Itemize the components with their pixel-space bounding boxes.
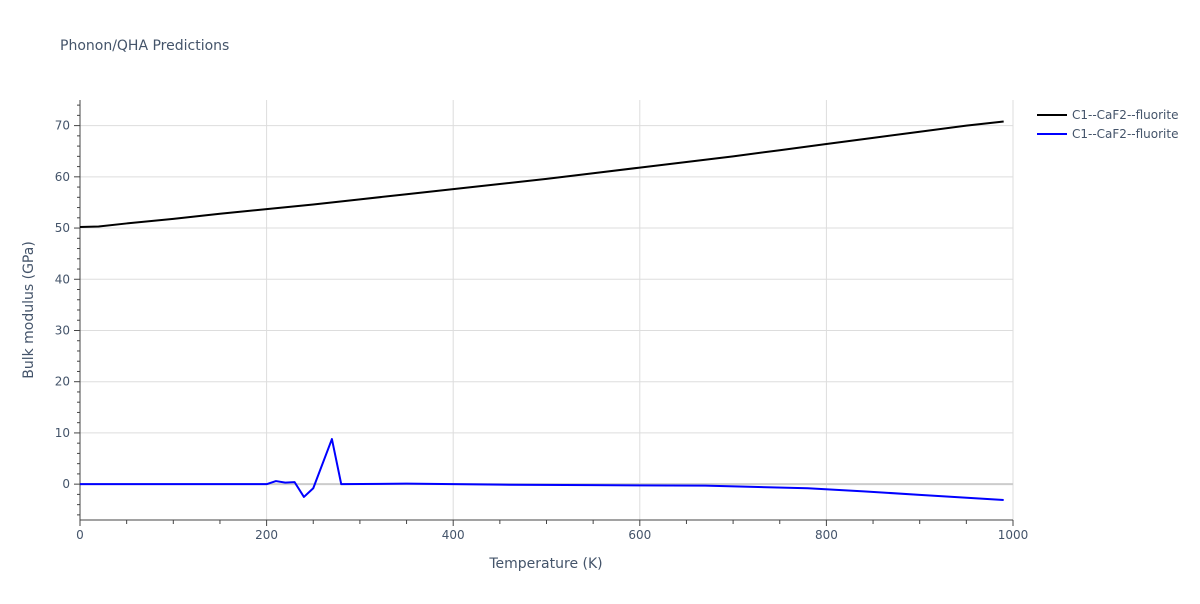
x-tick-label: 800 (815, 528, 838, 542)
x-axis-title: Temperature (K) (488, 556, 602, 572)
y-tick-label: 20 (55, 375, 70, 389)
y-tick-label: 10 (55, 426, 70, 440)
grid (80, 100, 1014, 520)
y-tick-label: 70 (55, 119, 70, 133)
axes: 0 200 400 600 800 1000 0 10 20 30 40 50 60 70 (55, 100, 1029, 542)
chart-title: Phonon/QHA Predictions (60, 38, 229, 54)
y-tick-label: 30 (55, 323, 70, 337)
x-tick-label: 200 (255, 528, 278, 542)
y-tick-label: 50 (55, 221, 70, 235)
series-line-2 (80, 438, 1004, 502)
y-axis-title: Bulk modulus (GPa) (21, 241, 37, 379)
x-tick-label: 1000 (998, 528, 1029, 542)
y-tick-label: 0 (62, 477, 70, 491)
legend-label-1: C1--CaF2--fluorite (1072, 108, 1178, 122)
series-layer (79, 120, 1004, 502)
legend-label-2: C1--CaF2--fluorite (1072, 127, 1178, 141)
x-tick-label: 400 (442, 528, 465, 542)
x-tick-label: 0 (76, 528, 84, 542)
series-line-1 (79, 120, 1004, 229)
y-tick-label: 60 (55, 170, 70, 184)
legend: C1--CaF2--fluorite C1--CaF2--fluorite (1037, 108, 1178, 141)
y-tick-label: 40 (55, 272, 70, 286)
x-tick-label: 600 (628, 528, 651, 542)
